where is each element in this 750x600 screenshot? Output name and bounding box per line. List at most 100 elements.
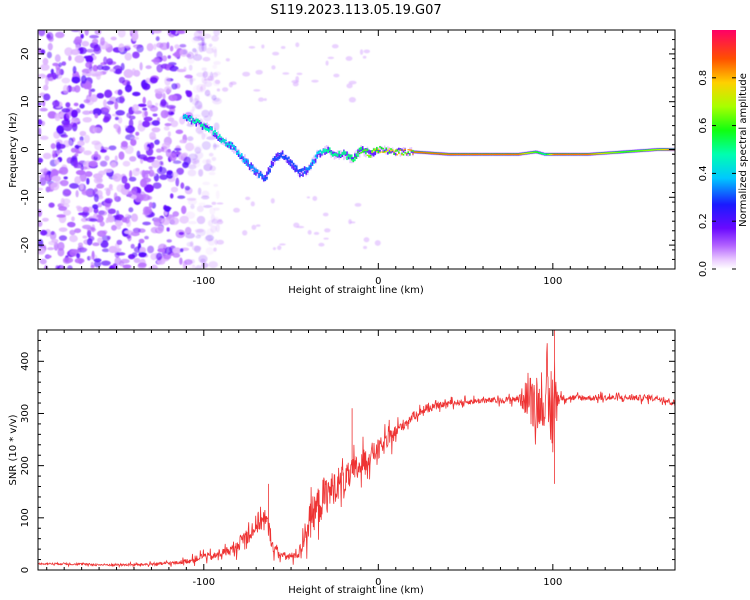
ridge-cell: [498, 153, 501, 156]
ridge-cell: [328, 147, 331, 151]
ridge-cell: [358, 152, 361, 155]
ridge-cell: [189, 119, 191, 122]
ridge-cell: [338, 150, 340, 154]
colorbar-tick-label: 0.4: [698, 165, 709, 181]
ridge-cell: [217, 130, 220, 138]
snr-y-tick-label: 200: [20, 456, 31, 475]
ridge-cell: [399, 152, 402, 157]
ridge-cell: [242, 157, 245, 159]
noise-blob: [142, 156, 148, 161]
ridge-cell: [325, 149, 328, 152]
ridge-cell: [223, 139, 226, 141]
ridge-cell: [468, 153, 471, 156]
noise-blob: [92, 64, 99, 72]
noise-blob: [99, 221, 105, 227]
ridge-cell: [220, 138, 223, 143]
ridge-cell: [229, 145, 232, 150]
ridge-cell: [292, 165, 295, 170]
noise-blob: [197, 42, 207, 46]
ridge-cell: [504, 153, 507, 156]
ridge-cell: [405, 153, 408, 155]
ridge-cell: [481, 153, 483, 156]
noise-blob: [54, 54, 61, 63]
ridge-cell: [272, 158, 274, 160]
ridge-cell: [256, 172, 259, 179]
noise-blob: [94, 113, 99, 119]
ridge-cell: [668, 149, 670, 151]
noise-blob: [68, 55, 72, 61]
ridge-cell: [529, 152, 532, 154]
spectrogram-y-tick-label: 0: [20, 146, 31, 152]
ridge-cell: [448, 153, 450, 156]
noise-blob: [106, 215, 115, 223]
ridge-cell: [266, 176, 268, 180]
ridge-cell: [250, 165, 252, 172]
ridge-cell: [558, 153, 560, 156]
ridge-cell: [366, 148, 369, 152]
ridge-cell: [383, 150, 386, 153]
ridge-cell: [311, 164, 314, 166]
noise-blob: [211, 94, 217, 101]
ridge-cell: [401, 152, 403, 155]
ridge-cell: [503, 153, 505, 156]
ridge-cell: [614, 151, 617, 154]
noise-blob: [78, 242, 84, 248]
spectrogram-x-tick-label: 100: [543, 276, 562, 287]
ridge-cell: [259, 174, 262, 177]
ridge-cell: [237, 150, 240, 154]
noise-blob: [95, 178, 103, 183]
noise-blob: [46, 33, 51, 39]
ridge-cell: [226, 143, 229, 148]
noise-blob: [132, 91, 141, 97]
noise-blob: [167, 55, 171, 59]
noise-blob: [117, 116, 123, 124]
ridge-cell: [649, 149, 651, 151]
noise-blob: [161, 142, 171, 149]
noise-blob: [204, 89, 211, 97]
ridge-cell: [214, 130, 216, 132]
ridge-cell: [566, 153, 568, 156]
ridge-cell: [371, 150, 373, 153]
ridge-cell: [244, 158, 246, 162]
ridge-cell: [330, 152, 333, 156]
ridge-cell: [338, 153, 340, 158]
noise-blob: [42, 152, 52, 160]
ridge-cell: [347, 155, 350, 160]
ridge-cell: [220, 136, 223, 138]
ridge-cell: [427, 152, 430, 154]
noise-blob: [71, 216, 75, 222]
ridge-cell: [239, 156, 241, 158]
noise-blob: [164, 246, 173, 255]
noise-blob: [205, 47, 215, 54]
noise-blob: [151, 159, 161, 169]
ridge-cell: [358, 151, 361, 158]
noise-blob: [85, 48, 96, 53]
ridge-cell: [258, 169, 260, 176]
noise-blob: [38, 30, 46, 37]
ridge-cell: [460, 153, 463, 156]
noise-blob: [124, 125, 128, 129]
noise-blob: [106, 100, 115, 105]
noise-blob: [39, 258, 47, 265]
noise-blob: [174, 147, 182, 152]
ridge-cell: [306, 168, 309, 173]
ridge-cell: [398, 148, 400, 153]
noise-blob: [189, 94, 193, 103]
ridge-cell: [528, 152, 531, 154]
noise-blob: [58, 166, 69, 175]
ridge-cell: [517, 153, 520, 156]
ridge-cell: [536, 151, 538, 153]
ridge-cell: [280, 153, 282, 157]
noise-blob: [171, 83, 178, 90]
ridge-cell: [253, 171, 256, 173]
noise-blob: [139, 62, 143, 71]
ridge-cell: [426, 152, 428, 154]
ridge-cell: [341, 152, 344, 157]
noise-blob: [155, 88, 165, 94]
ridge-cell: [361, 146, 364, 151]
ridge-cell: [253, 167, 256, 171]
noise-blob: [177, 195, 186, 199]
noise-blob: [78, 258, 83, 265]
ridge-cell: [234, 149, 237, 151]
ridge-cell: [272, 158, 274, 162]
